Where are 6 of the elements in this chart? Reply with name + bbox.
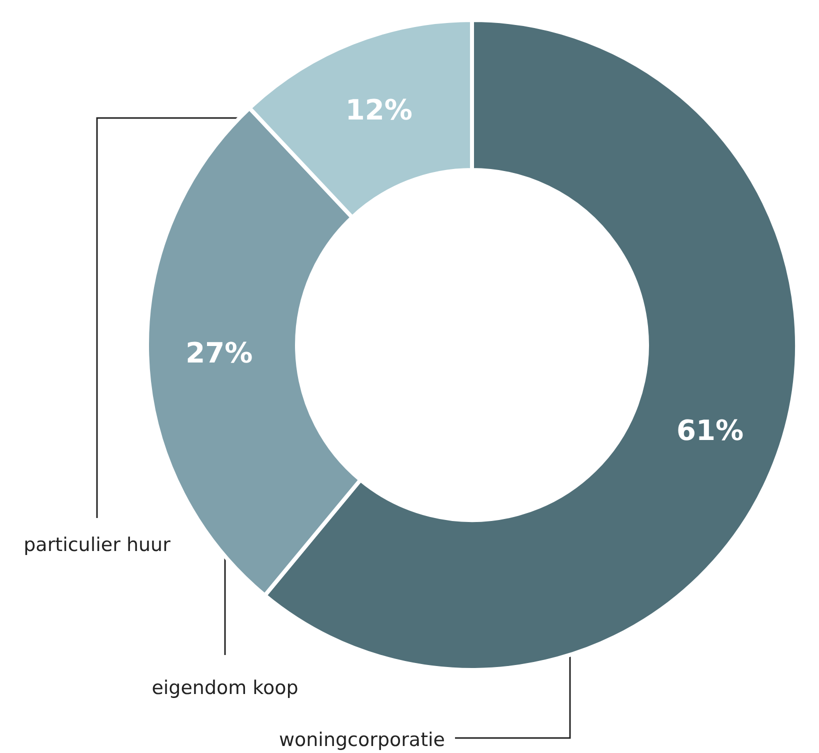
data-label: 27% (186, 336, 253, 370)
slice-label: eigendom koop (152, 677, 298, 699)
data-label: 61% (676, 414, 744, 448)
data-label: 12% (345, 93, 412, 126)
slice-label: woningcorporatie (278, 729, 445, 751)
slice-label: particulier huur (24, 534, 171, 556)
